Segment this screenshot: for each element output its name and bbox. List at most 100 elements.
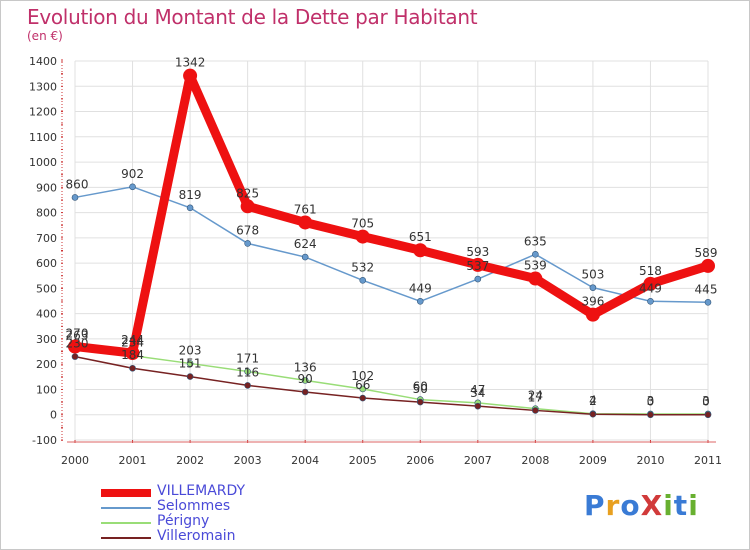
proxiti-logo: ProXiti [584,489,699,522]
x-tick-label-0: 2000 [61,454,89,467]
data-label-3-6: 50 [413,382,428,396]
series-1-point-6 [416,297,424,305]
legend-swatch-1 [101,507,151,509]
legend-label-3: Villeromain [157,528,236,544]
series-1-point-8 [532,250,539,258]
series-1-point-11 [704,298,712,306]
data-label-2-0: 263 [66,328,89,342]
logo-letter-2: o [620,489,641,522]
chart-title: Evolution du Montant de la Dette par Hab… [27,5,478,29]
series-line-2 [74,347,709,415]
data-labels: 270 2441342825761705651593539396518589860… [66,56,718,409]
data-label-3-2: 151 [179,357,202,371]
x-tick-label-1: 2001 [119,454,147,467]
legend-label-0: VILLEMARDY [157,483,246,499]
data-label-0-10: 518 [639,264,662,278]
series-1-point-4 [301,253,309,261]
y-tick-label-14: 1300 [29,80,57,93]
y-tick-labels: -100 0 100 200 300 400 500 600 700 800 900 1000 1100… [29,55,57,447]
logo-letter-3: X [640,489,664,522]
series-1-point-10 [647,297,654,305]
x-tick-label-4: 2004 [291,454,319,467]
data-label-3-10: 0 [647,395,655,409]
data-label-1-3: 678 [236,223,259,237]
x-tick-label-11: 2011 [694,454,722,467]
data-label-3-9: 2 [589,394,597,408]
series-1-point-2 [186,204,194,212]
series-line-0 [70,71,713,358]
data-label-1-2: 819 [179,188,202,202]
series-0-point-1 [125,346,140,361]
series-3-point-4 [301,388,309,396]
data-label-0-11: 589 [695,246,718,260]
series-0-point-7 [470,257,485,272]
series-2-point-4 [301,377,309,384]
logo-letter-6: i [688,489,699,522]
data-label-0-0: 270 [66,327,89,341]
series-0-point-4 [298,215,313,230]
data-label-0-1: 244 [121,333,144,347]
series-3-point-5 [359,394,367,402]
series-0-point-5 [355,229,370,244]
y-tick-label-0: -100 [32,434,57,447]
legend-swatch-3 [101,537,151,539]
x-tick-label-10: 2010 [636,454,664,467]
data-label-0-5: 705 [351,217,374,231]
series-1-point-9 [589,284,597,291]
data-label-1-0: 860 [66,177,89,191]
data-label-1-6: 449 [409,281,432,295]
grid-lines [74,60,709,441]
data-label-3-1: 184 [121,348,144,362]
data-label-3-5: 66 [355,378,370,392]
series-1-point-7 [474,275,482,283]
y-tick-label-1: 0 [50,409,57,422]
series-2-point-3 [244,368,251,375]
data-label-0-6: 651 [409,230,432,244]
data-label-0-4: 761 [294,202,317,216]
series-3-point-2 [186,373,194,380]
x-tick-label-3: 2003 [234,454,262,467]
logo-letter-1: r [605,489,621,522]
data-label-2-1: 234 [121,336,144,350]
data-label-1-9: 503 [581,268,604,282]
data-label-0-7: 593 [466,245,489,259]
data-label-1-4: 624 [294,237,317,251]
data-label-2-6: 60 [413,380,428,394]
data-label-3-4: 90 [298,372,313,386]
data-label-2-8: 24 [528,389,543,403]
logo-letter-0: P [584,489,606,522]
x-tick-label-6: 2006 [406,454,434,467]
y-tick-label-12: 1100 [29,131,57,144]
legend-swatch-0 [101,489,151,497]
series-0-point-9 [585,307,600,322]
data-label-1-5: 532 [351,260,374,274]
legend-swatch-2 [101,522,151,524]
x-tick-label-2: 2002 [176,454,204,467]
data-label-3-3: 116 [236,365,259,379]
x-tick-labels: 2000 2001 2002 2003 2004 2005 2006 2007 2008 2009… [61,454,722,467]
unit-label: (en €) [27,29,63,43]
series-1-point-5 [359,277,367,284]
y-tick-label-5: 400 [36,308,57,321]
data-label-3-11: 0 [702,395,710,409]
y-tick-label-3: 200 [36,358,57,371]
series-0-point-11 [701,258,715,273]
y-tick-label-13: 1200 [29,106,57,119]
data-label-0-8: 539 [524,259,547,273]
data-label-1-10: 449 [639,281,662,295]
data-label-2-9: 4 [589,394,597,408]
data-label-1-11: 445 [695,282,718,296]
series-3-point-10 [647,411,654,419]
x-tick-label-7: 2007 [464,454,492,467]
series-3-point-11 [704,411,712,419]
y-tick-label-2: 100 [36,383,57,396]
data-label-0-2: 1342 [175,56,206,70]
data-label-2-4: 136 [294,360,317,374]
series-3-point-7 [474,402,482,410]
data-label-3-8: 17 [528,390,543,404]
series-0-point-10 [643,276,658,291]
series-1-point-3 [244,240,251,247]
data-label-1-7: 537 [466,259,489,273]
